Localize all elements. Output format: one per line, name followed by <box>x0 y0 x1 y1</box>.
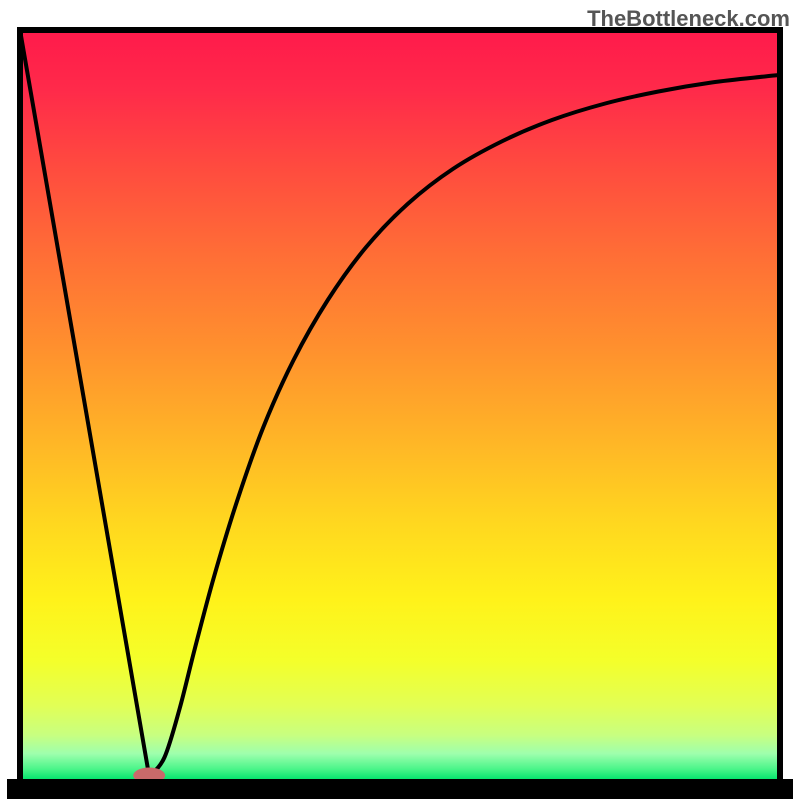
plot-background <box>20 30 780 780</box>
watermark-text: TheBottleneck.com <box>587 6 790 32</box>
chart-container: TheBottleneck.com <box>0 0 800 800</box>
bottleneck-chart <box>0 0 800 800</box>
